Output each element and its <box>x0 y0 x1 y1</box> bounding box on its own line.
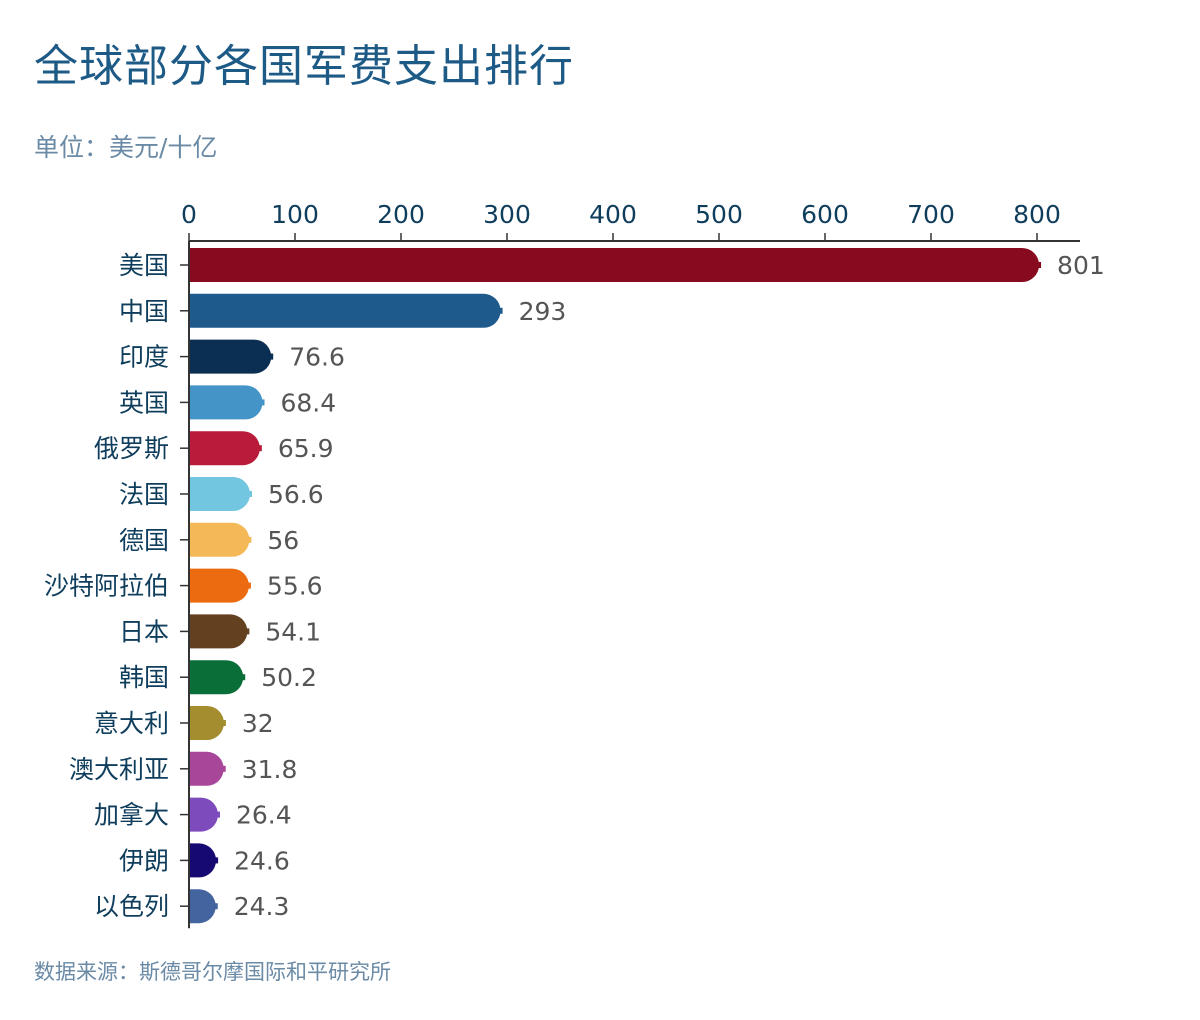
data-label: 54.1 <box>265 617 321 646</box>
x-tick-label: 300 <box>483 200 531 229</box>
bar-end-marker <box>221 720 226 726</box>
bar <box>190 797 218 832</box>
data-label: 293 <box>519 297 567 326</box>
bar <box>190 293 501 328</box>
category-label: 意大利 <box>94 709 169 738</box>
category-label: 日本 <box>119 617 169 646</box>
category-label: 法国 <box>119 480 169 509</box>
bar <box>190 660 244 695</box>
bar-end-marker <box>247 536 252 543</box>
data-label: 68.4 <box>281 388 337 417</box>
chart-title: 全球部分各国军费支出排行 <box>34 41 574 92</box>
bar <box>190 385 263 420</box>
source-note: 数据来源：斯德哥尔摩国际和平研究所 <box>34 960 391 984</box>
bar-end-marker <box>221 765 226 772</box>
x-tick-label: 600 <box>801 200 849 229</box>
data-label: 56.6 <box>268 480 324 509</box>
data-label: 31.8 <box>242 755 298 784</box>
category-label: 美国 <box>119 251 169 280</box>
data-label: 50.2 <box>261 663 317 692</box>
x-tick-label: 100 <box>271 200 319 229</box>
bar-end-marker <box>260 399 265 406</box>
bar <box>190 614 248 649</box>
category-label: 以色列 <box>94 892 169 921</box>
data-label: 56 <box>267 526 299 555</box>
value-labels: 801 293 76.6 68.4 65.9 56.6 56 55.6 54.1 50.2 32 31… <box>234 251 1105 921</box>
category-label: 印度 <box>119 343 169 372</box>
bar <box>190 431 260 466</box>
x-tick-label: 400 <box>589 200 637 229</box>
bar <box>190 522 250 557</box>
data-label: 801 <box>1057 251 1105 280</box>
bar <box>190 889 216 924</box>
bar-end-marker <box>241 674 246 681</box>
category-label: 德国 <box>119 526 169 555</box>
unit-label: 单位：美元/十亿 <box>34 133 218 162</box>
bar <box>190 843 217 878</box>
data-label: 24.3 <box>234 892 290 921</box>
category-label: 中国 <box>119 297 169 326</box>
data-label: 24.6 <box>234 846 290 875</box>
bar-end-marker <box>213 903 218 910</box>
x-tick-label: 800 <box>1013 200 1061 229</box>
x-tick-label: 700 <box>907 200 955 229</box>
bar <box>190 751 224 786</box>
data-label: 26.4 <box>236 801 292 830</box>
data-label: 32 <box>242 709 274 738</box>
category-label: 英国 <box>119 388 169 417</box>
x-axis: 0 100 200 300 400 500 600 700 800 <box>181 200 1080 242</box>
category-label: 沙特阿拉伯 <box>44 572 169 601</box>
x-tick-label: 500 <box>695 200 743 229</box>
bar-end-marker <box>269 353 274 360</box>
bar-end-marker <box>245 628 250 635</box>
category-label: 伊朗 <box>119 846 169 875</box>
bar-end-marker <box>214 857 219 864</box>
bar-end-marker <box>257 445 262 452</box>
category-label: 加拿大 <box>94 801 169 830</box>
bar <box>190 477 250 511</box>
category-label: 韩国 <box>119 663 169 692</box>
bar <box>190 568 249 603</box>
data-label: 65.9 <box>278 434 334 463</box>
bar-end-marker <box>246 582 251 589</box>
x-tick-label: 200 <box>377 200 425 229</box>
category-label: 俄罗斯 <box>94 434 169 463</box>
bar-end-marker <box>247 491 252 497</box>
bar <box>190 248 1040 282</box>
bar-end-marker <box>1037 262 1042 268</box>
data-label: 55.6 <box>267 572 323 601</box>
bar-end-marker <box>215 811 220 818</box>
bar-end-marker <box>498 307 503 314</box>
data-label: 76.6 <box>289 343 345 372</box>
x-tick-label: 0 <box>181 200 197 229</box>
category-label: 澳大利亚 <box>69 755 169 784</box>
bar <box>190 706 224 740</box>
bar <box>190 339 272 374</box>
bars <box>190 248 1042 924</box>
